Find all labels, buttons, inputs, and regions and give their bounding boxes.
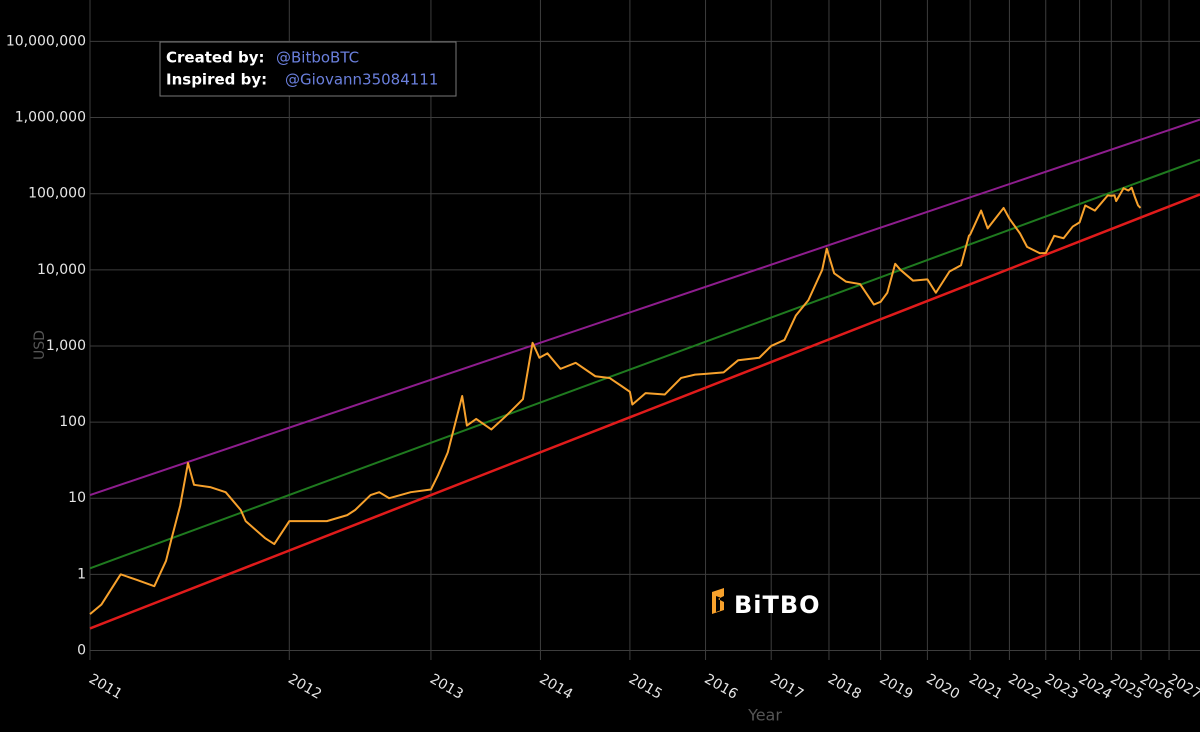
series-line <box>89 186 1142 615</box>
grid <box>89 0 1200 660</box>
series-line <box>89 193 1200 630</box>
annotation-label: Created by: <box>166 49 265 67</box>
y-tick-label: 100,000 <box>28 186 86 202</box>
y-tick-label: 1 <box>77 566 86 582</box>
watermark: BiTBO <box>712 588 821 619</box>
y-tick-label: 1,000 <box>46 338 86 354</box>
y-tick-label: 10,000,000 <box>6 33 86 49</box>
logo-icon <box>712 588 724 614</box>
y-tick-label: 0 <box>77 642 86 658</box>
series-line <box>89 118 1200 497</box>
y-tick-label: 10,000 <box>37 262 86 278</box>
y-tick-label: 100 <box>59 414 86 430</box>
annotation-label: Inspired by: <box>166 71 267 89</box>
lines <box>89 118 1200 630</box>
y-axis-label: USD <box>32 330 48 360</box>
annotation: Created by: @BitboBTC Inspired by: @Giov… <box>159 41 457 97</box>
annotation-box <box>159 41 457 97</box>
annotation-link[interactable]: @BitboBTC <box>276 49 359 67</box>
logo-text: BiTBO <box>734 591 821 619</box>
x-axis-label: Year <box>747 706 782 725</box>
y-tick-label: 10 <box>68 490 86 506</box>
y-tick-label: 1,000,000 <box>15 110 86 126</box>
annotation-link[interactable]: @Giovann35084111 <box>285 71 438 89</box>
